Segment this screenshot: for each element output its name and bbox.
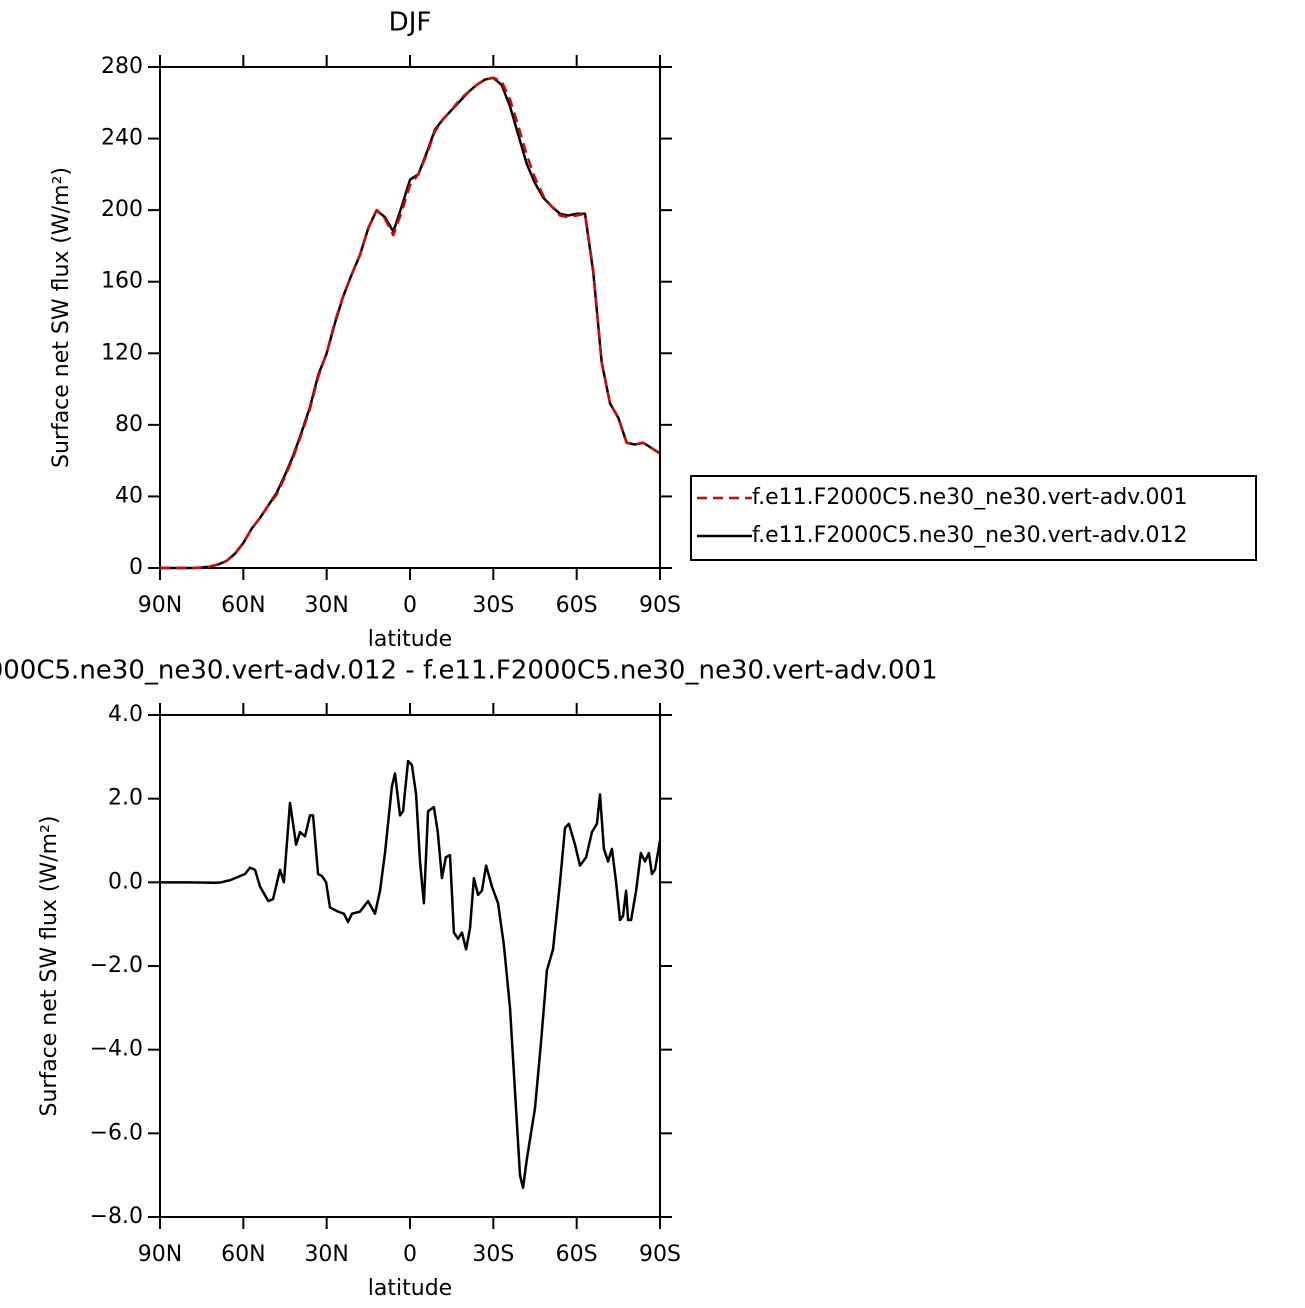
x-tick-label: 60N [221,593,265,618]
y-tick-label: 240 [101,126,143,151]
x-tick-label: 0 [403,593,417,618]
x-tick-label: 60N [221,1242,265,1267]
data-line [160,759,662,1189]
x-tick-label: 90N [138,1242,182,1267]
legend-box [690,475,1257,561]
y-tick-label: 0.0 [108,869,143,894]
y-tick-label: −2.0 [90,953,143,978]
y-tick-label: −4.0 [90,1037,143,1062]
y-axis-label: Surface net SW flux (W/m²) [49,167,74,468]
y-tick-label: −8.0 [90,1204,143,1229]
x-tick-label: 30S [472,1242,514,1267]
legend-label: f.e11.F2000C5.ne30_ne30.vert-adv.001 [752,485,1188,510]
x-tick-label: 60S [556,1242,598,1267]
x-tick-label: 90S [639,593,681,618]
y-tick-label: 160 [101,269,143,294]
y-tick-label: 40 [115,483,143,508]
y-tick-label: 200 [101,197,143,222]
x-tick-label: 30S [472,593,514,618]
y-tick-label: 4.0 [108,702,143,727]
plot-frame [159,714,661,1218]
y-axis-label: Surface net SW flux (W/m²) [37,815,62,1116]
y-tick-label: 280 [101,54,143,79]
x-tick-label: 90N [138,593,182,618]
x-axis-label: latitude [368,627,452,652]
x-tick-label: 60S [556,593,598,618]
y-tick-label: −6.0 [90,1120,143,1145]
x-axis-label: latitude [368,1276,452,1301]
x-tick-label: 0 [403,1242,417,1267]
y-tick-label: 2.0 [108,786,143,811]
x-tick-label: 30N [304,1242,348,1267]
y-tick-label: 0 [129,555,143,580]
x-tick-label: 90S [639,1242,681,1267]
chart-title: f.e11.F2000C5.ne30_ne30.vert-adv.012 - f… [0,656,938,686]
y-tick-label: 120 [101,340,143,365]
chart-title: DJF [389,8,432,38]
legend-label: f.e11.F2000C5.ne30_ne30.vert-adv.012 [752,523,1188,548]
data-line [160,76,661,570]
data-line [160,76,661,570]
plot-frame [159,66,661,569]
x-tick-label: 30N [304,593,348,618]
y-tick-label: 80 [115,412,143,437]
